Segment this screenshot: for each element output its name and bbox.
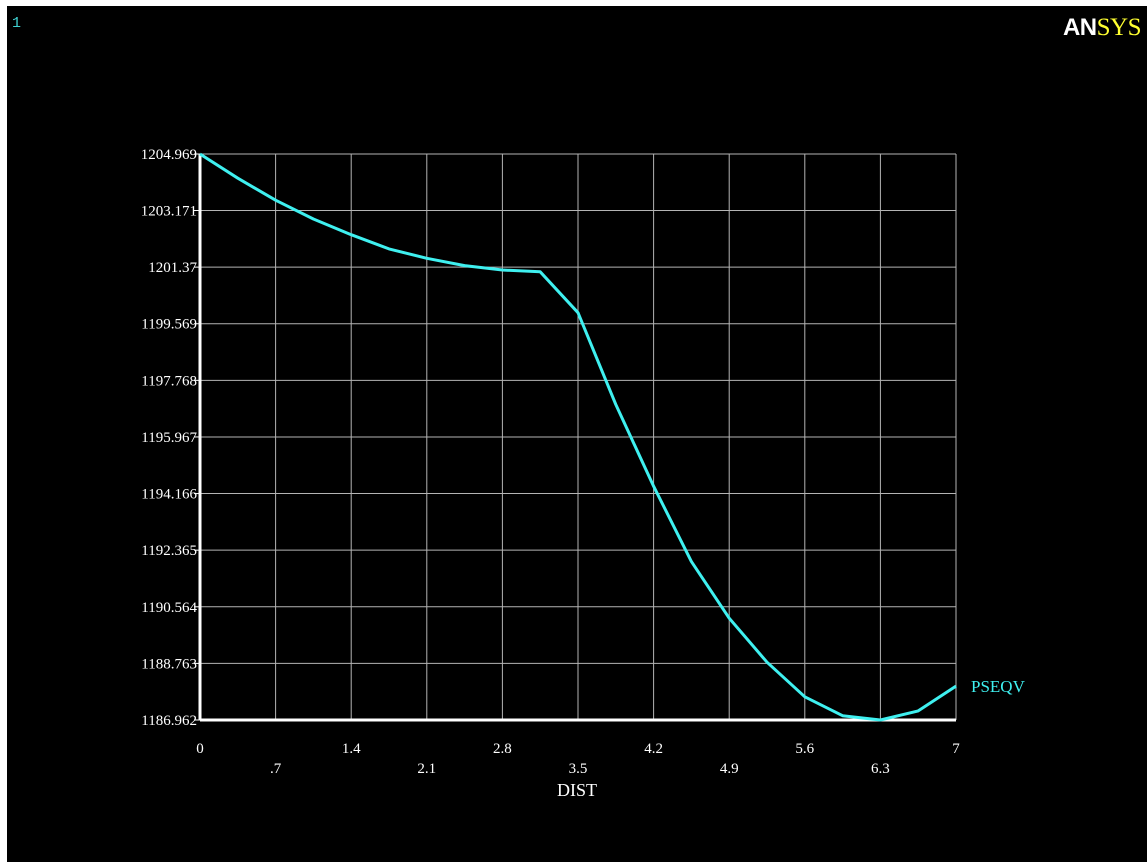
y-tick-label: 1194.166: [141, 487, 197, 503]
y-tick-label: 1190.564: [141, 600, 197, 616]
x-tick-label: 6.3: [871, 761, 890, 777]
grid: [200, 153, 957, 720]
x-tick-label: 2.8: [493, 741, 512, 757]
logo-suffix: SYS: [1096, 14, 1142, 41]
y-tick-label: 1199.569: [141, 317, 197, 333]
logo-prefix: AN: [1062, 14, 1097, 41]
y-tick-label: 1197.768: [141, 373, 197, 389]
y-tick-label: 1195.967: [141, 430, 197, 446]
y-tick-label: 1201.37: [148, 260, 197, 276]
y-tick-label: 1186.962: [141, 713, 197, 729]
x-tick-label: 4.2: [644, 741, 663, 757]
x-tick-label: 7: [952, 741, 960, 757]
graphics-window: 1 ANSYS 1186.962 1188.763 1190.564 1192.365…: [7, 6, 1147, 862]
y-tick-label: 1188.763: [141, 656, 197, 672]
x-tick-label: 2.1: [417, 761, 436, 777]
tick-labels: 1186.962 1188.763 1190.564 1192.365 1194.166…: [141, 147, 961, 777]
series-label-pseqv: PSEQV: [971, 677, 1026, 696]
x-tick-label: 3.5: [569, 761, 588, 777]
ansys-logo: ANSYS: [1062, 14, 1142, 42]
x-axis-label: DIST: [557, 780, 597, 800]
x-tick-label: .7: [270, 761, 282, 777]
y-tick-label: 1203.171: [141, 204, 197, 220]
x-tick-label: 4.9: [720, 761, 739, 777]
y-tick-label: 1204.969: [141, 147, 197, 163]
y-tick-label: 1192.365: [141, 543, 197, 559]
series: [199, 152, 957, 722]
x-tick-label: 0: [196, 741, 204, 757]
x-tick-label: 5.6: [795, 741, 814, 757]
x-tick-label: 1.4: [342, 741, 361, 757]
window-number: 1: [12, 15, 22, 32]
line-chart: 1186.962 1188.763 1190.564 1192.365 1194.166…: [141, 147, 1026, 800]
